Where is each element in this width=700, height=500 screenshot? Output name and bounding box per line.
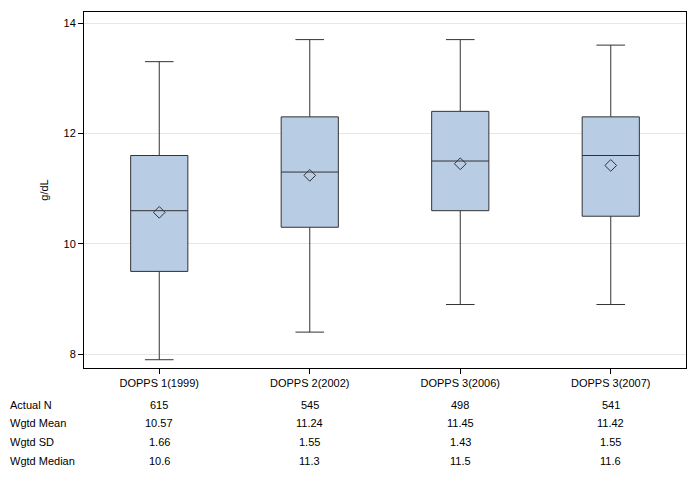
svg-text:10: 10 (64, 238, 76, 250)
svg-text:11.42: 11.42 (597, 417, 624, 429)
svg-text:1.43: 1.43 (450, 436, 471, 448)
svg-text:11.5: 11.5 (450, 455, 471, 467)
svg-text:DOPPS 2(2002): DOPPS 2(2002) (270, 377, 349, 389)
svg-text:DOPPS 3(2007): DOPPS 3(2007) (571, 377, 650, 389)
svg-text:11.3: 11.3 (299, 455, 320, 467)
svg-text:Wgtd Median: Wgtd Median (10, 455, 75, 467)
svg-text:11.6: 11.6 (600, 455, 621, 467)
svg-text:Wgtd SD: Wgtd SD (10, 436, 54, 448)
svg-text:Wgtd Mean: Wgtd Mean (10, 417, 66, 429)
svg-text:498: 498 (451, 399, 469, 411)
svg-text:8: 8 (70, 348, 76, 360)
svg-text:DOPPS 1(1999): DOPPS 1(1999) (120, 377, 199, 389)
svg-text:545: 545 (301, 399, 319, 411)
svg-text:1.55: 1.55 (299, 436, 320, 448)
svg-text:541: 541 (602, 399, 620, 411)
svg-text:Actual N: Actual N (10, 399, 52, 411)
svg-text:DOPPS 3(2006): DOPPS 3(2006) (421, 377, 500, 389)
svg-text:14: 14 (64, 17, 76, 29)
svg-text:g/dL: g/dL (38, 179, 50, 200)
svg-text:10.6: 10.6 (149, 455, 170, 467)
svg-text:11.45: 11.45 (447, 417, 474, 429)
svg-text:1.66: 1.66 (149, 436, 170, 448)
svg-text:11.24: 11.24 (296, 417, 323, 429)
svg-text:10.57: 10.57 (145, 417, 173, 429)
svg-text:1.55: 1.55 (600, 436, 621, 448)
svg-text:615: 615 (150, 399, 168, 411)
svg-text:12: 12 (64, 127, 76, 139)
